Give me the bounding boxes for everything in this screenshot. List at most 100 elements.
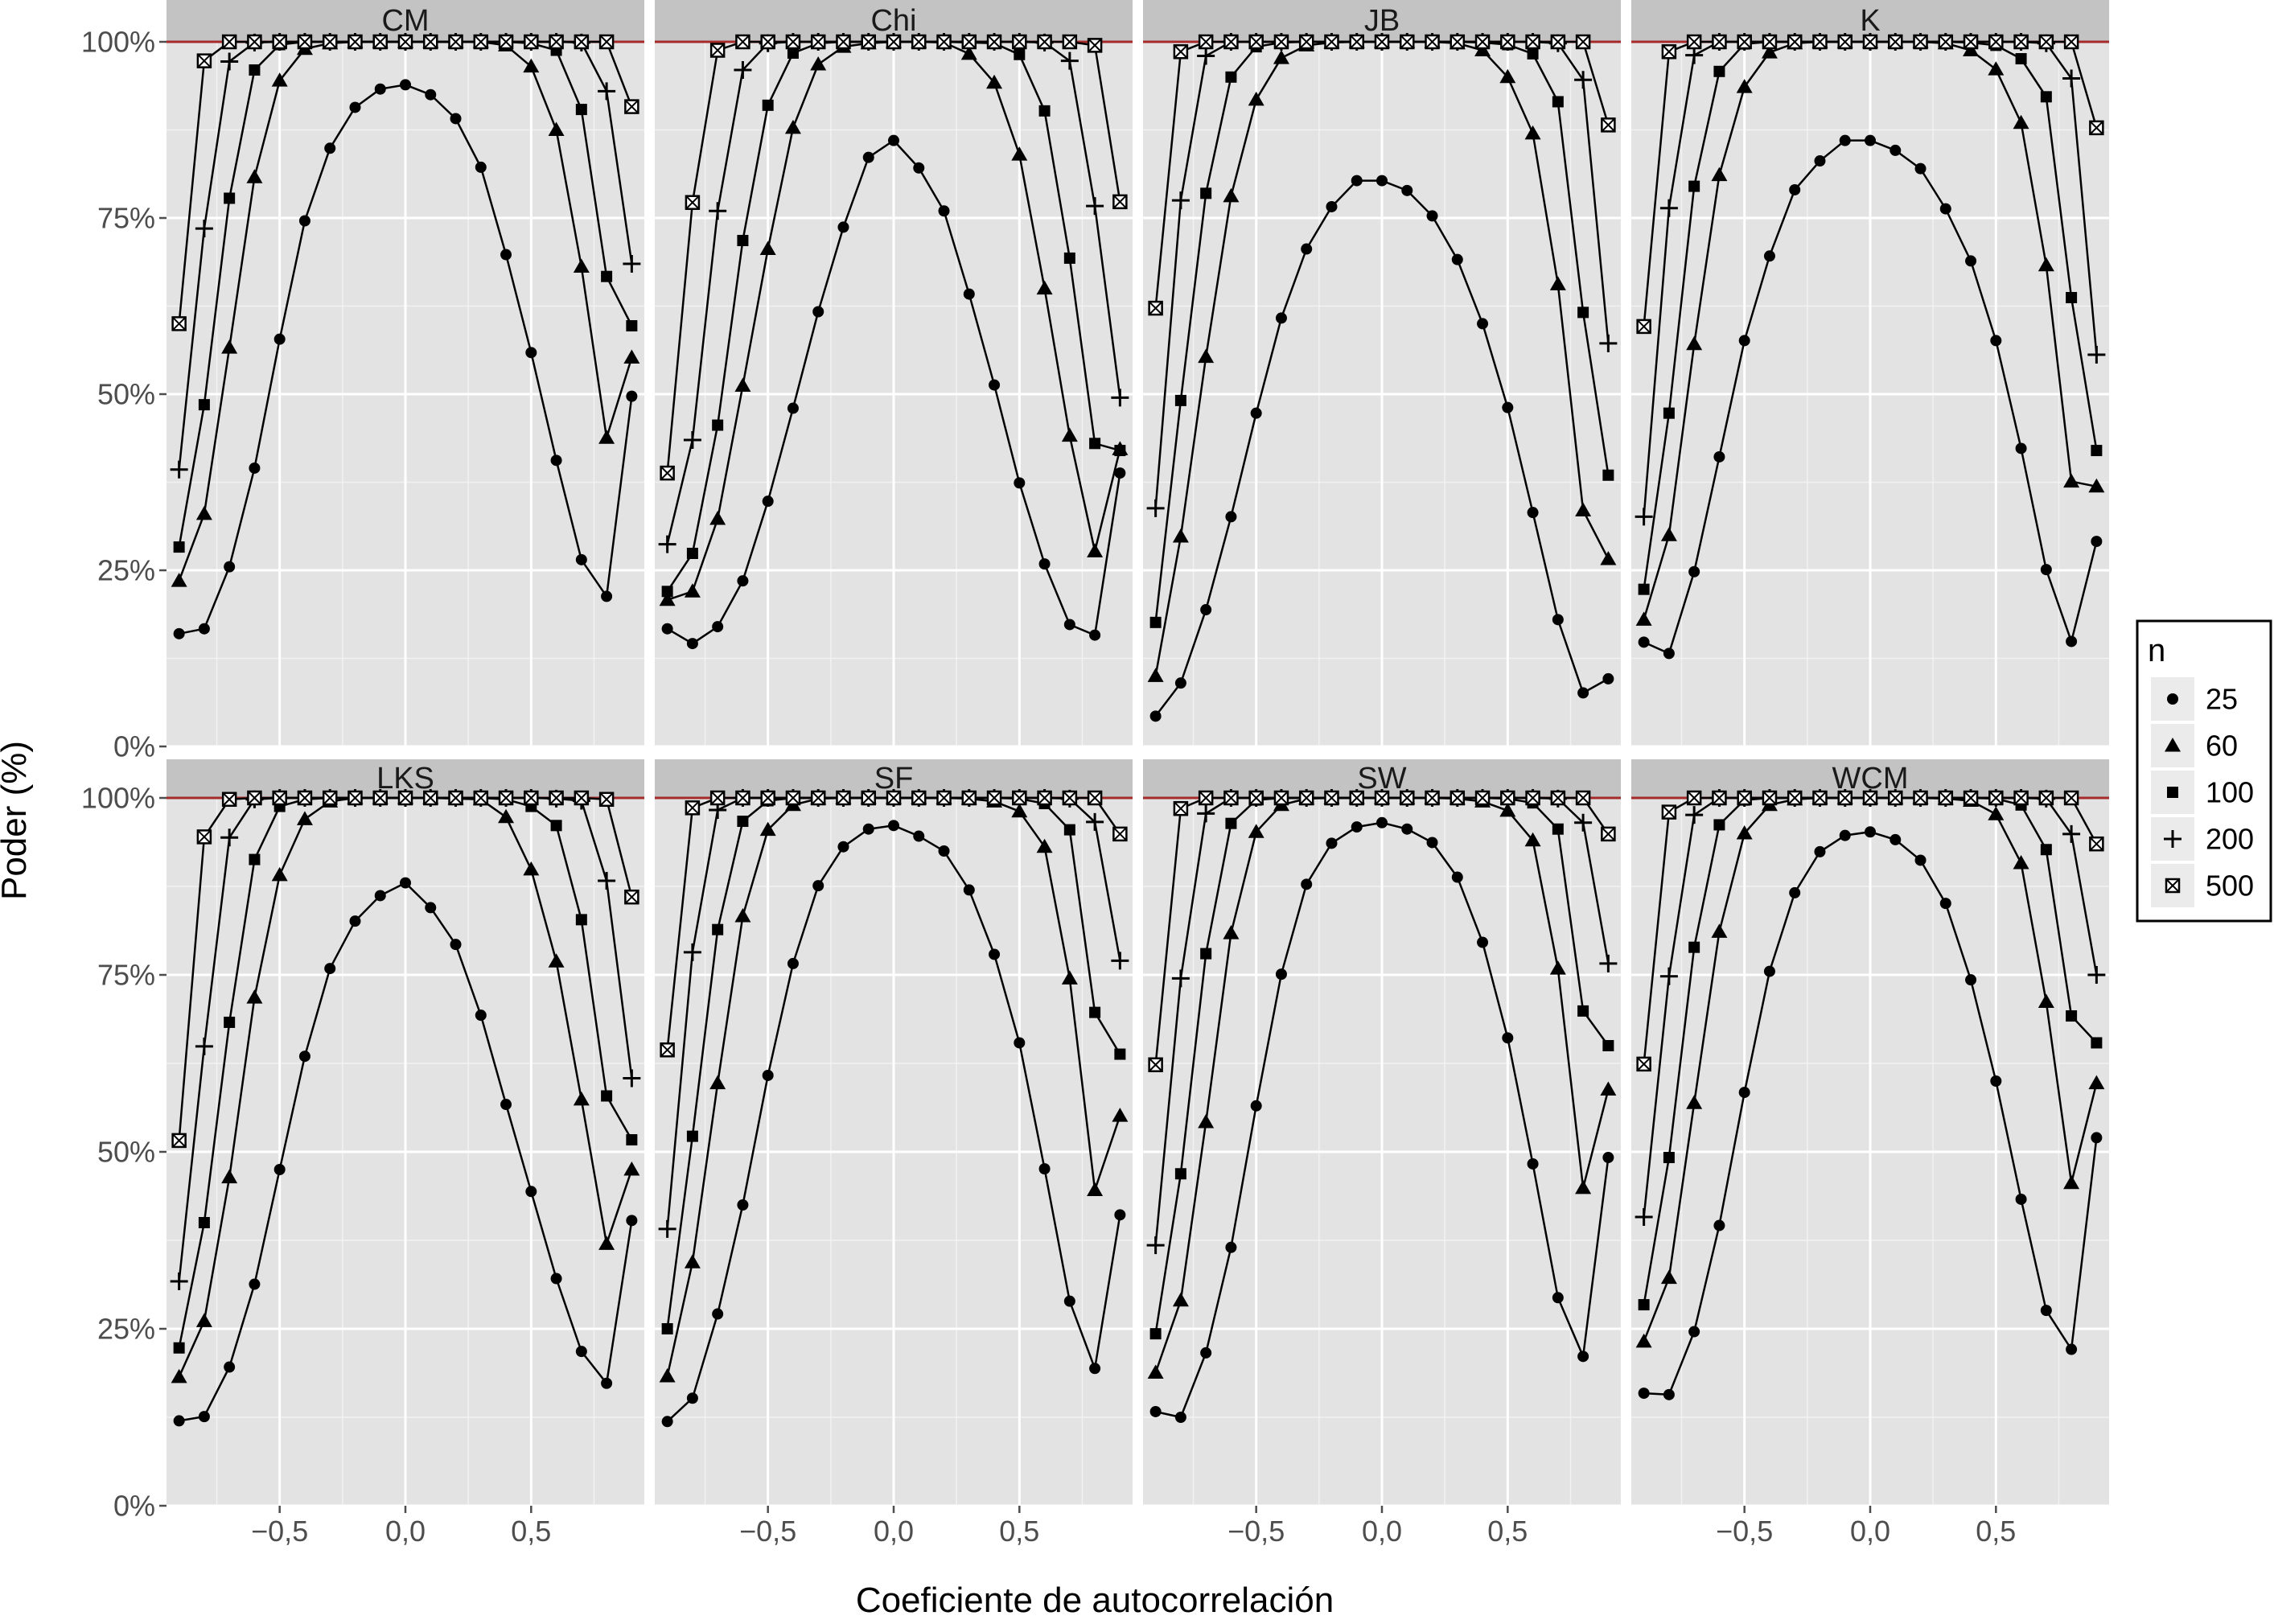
data-point [1062,34,1078,50]
data-point [598,82,616,101]
data-point [273,1164,286,1175]
data-point [1114,1048,1126,1060]
data-point [1089,438,1101,450]
data-point [1324,790,1339,806]
data-point [624,99,639,114]
data-point [1349,34,1364,50]
data-point [170,460,188,479]
data-point [1198,790,1214,806]
data-point [271,72,288,87]
data-point [2013,34,2029,50]
data-point [1763,965,1775,977]
data-point [448,34,463,50]
data-point [2089,120,2104,136]
x-tick-label: 0,0 [385,1515,426,1548]
data-point [249,853,261,865]
data-point [1939,898,1951,910]
legend: n 25 60 100 200 500 [2136,619,2272,923]
data-point [737,235,749,247]
data-point [1635,611,1652,626]
data-point [1198,348,1215,364]
data-point [1600,1081,1617,1096]
data-point [1111,952,1129,970]
data-point [1351,175,1363,187]
data-point [224,561,236,573]
data-point [297,34,313,50]
data-point [1688,565,1700,578]
data-point [709,790,726,806]
data-point [658,1219,676,1238]
y-tick-label: 75% [97,202,155,235]
data-point [810,56,827,71]
data-point [712,419,724,431]
data-point [524,790,539,806]
data-point [1171,191,1190,210]
data-point [1324,34,1339,50]
data-point [297,790,313,806]
data-point [787,402,799,414]
data-point [247,790,262,806]
data-point [221,791,237,808]
data-point [1865,826,1876,838]
data-point [2063,473,2080,488]
data-point [601,590,613,602]
data-point [734,61,752,80]
legend-marker [2167,693,2178,705]
data-point [624,889,639,905]
data-point [1037,34,1052,50]
data-point [760,790,775,806]
series-n-25 [173,877,638,1427]
data-point [1577,1005,1589,1017]
data-point [961,790,977,806]
data-point [1688,1326,1700,1338]
data-point [1401,823,1413,835]
data-point [2066,291,2078,303]
data-point [1602,469,1614,481]
data-point [2062,69,2081,88]
data-point [1688,941,1700,953]
data-point [2087,966,2106,984]
data-point [273,333,286,345]
data-point [1865,134,1876,146]
data-point [1638,636,1650,648]
data-point [220,52,239,71]
data-point [1197,47,1215,65]
data-point [1376,175,1388,187]
legend-entry-500: 500 [2151,864,2254,907]
data-point [1736,825,1753,840]
data-point [1273,34,1289,50]
series-n-25 [1149,175,1614,722]
data-point [1549,276,1566,290]
panel-chi: Chi [655,0,1133,748]
data-point [423,34,438,50]
data-point [1014,48,1026,60]
series-n-500 [1636,34,2104,335]
data-point [1552,96,1564,108]
data-point [298,215,310,227]
data-point [1275,312,1287,324]
data-point [685,195,701,210]
data-point [372,790,388,806]
data-point [1837,34,1853,50]
data-point [372,34,388,50]
x-tick-label: 0,5 [999,1515,1039,1548]
data-point [709,43,726,58]
legend-entry-100: 100 [2151,771,2254,814]
data-point [1963,790,1979,806]
data-point [1087,543,1104,557]
data-point [573,1091,590,1106]
data-point [1173,800,1189,816]
data-point [1762,34,1778,50]
data-point [1114,467,1126,479]
data-point [1223,790,1239,806]
data-point [1711,923,1728,938]
data-point [1663,648,1675,660]
panels-layer: CM0%25%50%75%100%Chi JB KLKS0%25%50%75%100… [81,0,2109,1548]
data-point [1712,34,1727,50]
data-point [1789,183,1801,195]
data-point [1087,790,1103,806]
data-point [246,989,263,1004]
data-point [195,505,212,520]
data-point [475,161,487,173]
